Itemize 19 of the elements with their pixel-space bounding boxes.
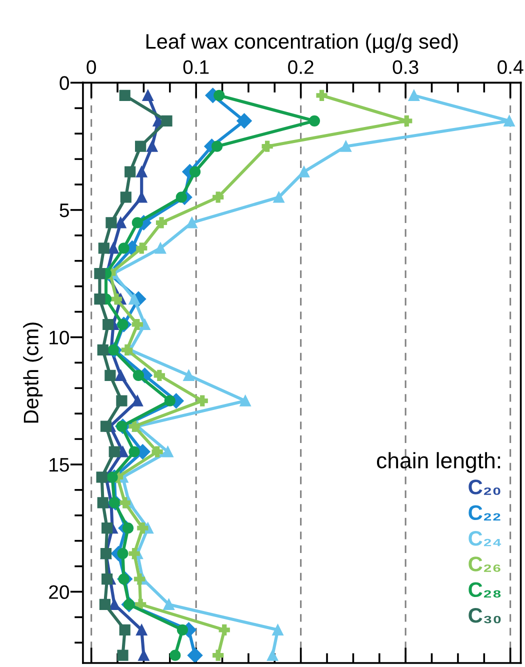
y-tick-label: 15 bbox=[50, 458, 69, 472]
x-tick-label: 0.1 bbox=[183, 60, 209, 74]
y-tick-label: 20 bbox=[49, 585, 69, 599]
text: C₂₄ bbox=[468, 530, 502, 546]
text: C₃₀ bbox=[468, 608, 501, 624]
x-tick-label: 0.4 bbox=[498, 60, 524, 74]
x-tick-label: 0.3 bbox=[392, 60, 418, 74]
text: C₂₆ bbox=[468, 556, 500, 572]
text: C₂₂ bbox=[468, 505, 500, 520]
y-tick-label: 10 bbox=[50, 330, 69, 344]
legend-title: chain length: bbox=[376, 452, 500, 473]
x-tick-label: 0.2 bbox=[288, 60, 314, 74]
y-axis-title: Depth (cm) bbox=[23, 322, 43, 423]
x-tick-label: 0 bbox=[86, 60, 96, 74]
text: C₂₀ bbox=[468, 480, 500, 495]
y-tick-label: 5 bbox=[60, 204, 69, 218]
text: C₂₈ bbox=[468, 582, 501, 598]
x-axis-title: Leaf wax concentration (µg/g sed) bbox=[146, 34, 458, 53]
y-tick-label: 0 bbox=[60, 76, 69, 90]
